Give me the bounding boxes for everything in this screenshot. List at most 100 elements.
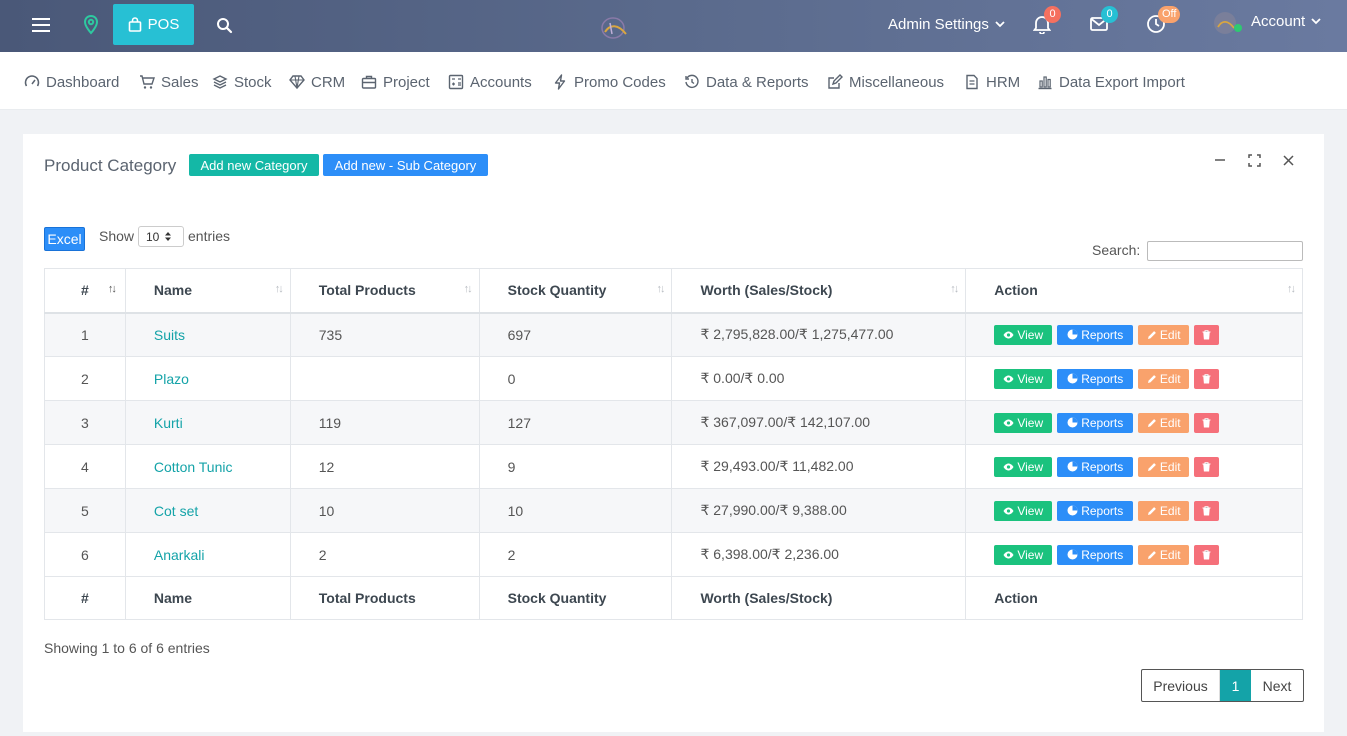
previous-page-button[interactable]: Previous — [1142, 670, 1220, 701]
trash-icon — [1202, 549, 1211, 559]
category-name-link[interactable]: Cotton Tunic — [153, 458, 233, 475]
reports-button[interactable]: Reports — [1057, 544, 1134, 565]
next-page-button[interactable]: Next — [1262, 677, 1292, 694]
nav-item-crm[interactable]: CRM — [289, 72, 345, 92]
sort-icon: ↑↓ — [950, 283, 959, 295]
view-button[interactable]: View — [994, 324, 1053, 345]
shopping-bag-icon — [128, 17, 141, 32]
category-table: # ↑↓ Name ↑↓ Total Products ↑↓ Stock Quanti… — [44, 268, 1303, 620]
search-input[interactable] — [1147, 241, 1303, 261]
edit-button[interactable]: Edit — [1138, 544, 1190, 565]
eye-icon — [1003, 331, 1014, 339]
view-button[interactable]: View — [994, 368, 1053, 389]
footer-num: # — [44, 576, 126, 620]
close-icon[interactable] — [1280, 152, 1296, 168]
edit-button[interactable]: Edit — [1138, 368, 1190, 389]
cell-stock-quantity: 2 — [478, 532, 673, 577]
sort-icon: ↑↓ — [463, 283, 473, 295]
cell-stock-quantity: 697 — [478, 312, 673, 357]
eye-icon — [1003, 507, 1014, 514]
nav-item-stock[interactable]: Stock — [212, 72, 272, 92]
reports-button[interactable]: Reports — [1057, 412, 1134, 433]
nav-item-sales[interactable]: Sales — [139, 72, 199, 92]
trash-icon — [1202, 505, 1211, 515]
view-button[interactable]: View — [994, 412, 1053, 433]
nav-item-data-export-import[interactable]: Data Export Import — [1037, 72, 1185, 92]
eye-icon — [1003, 551, 1014, 558]
column-header-total-products[interactable]: Total Products ↑↓ — [289, 268, 480, 314]
reports-button[interactable]: Reports — [1057, 456, 1134, 477]
sort-updown-icon — [165, 232, 172, 241]
reports-button[interactable]: Reports — [1057, 368, 1134, 389]
reports-button[interactable]: Reports — [1057, 500, 1134, 521]
reports-button[interactable]: Reports — [1057, 324, 1134, 345]
account-label: Account — [1251, 12, 1306, 30]
column-header-stock-quantity[interactable]: Stock Quantity ↑↓ — [478, 268, 673, 314]
page-1-button[interactable]: 1 — [1220, 670, 1251, 701]
pencil-icon — [1147, 550, 1156, 559]
admin-settings-menu[interactable]: Admin Settings — [888, 14, 1005, 34]
pie-chart-icon — [1067, 329, 1078, 340]
search-icon[interactable] — [212, 13, 236, 37]
edit-button[interactable]: Edit — [1138, 324, 1190, 345]
delete-button[interactable] — [1194, 412, 1220, 433]
pencil-icon — [1147, 462, 1156, 471]
pos-label: POS — [147, 16, 180, 33]
nav-item-data-reports[interactable]: Data & Reports — [684, 72, 809, 92]
footer-stock-quantity: Stock Quantity — [478, 576, 673, 620]
pos-button[interactable]: POS — [113, 4, 194, 45]
table-row: 1 Suits 735 697 ₹ 2,795,828.00/₹ 1,275,477.0… — [44, 312, 1303, 357]
nav-item-promo-codes[interactable]: Promo Codes — [552, 72, 666, 92]
map-pin-icon[interactable] — [80, 12, 102, 38]
calculator-icon — [448, 74, 464, 90]
view-button[interactable]: View — [994, 544, 1053, 565]
sort-icon: ↑↓ — [274, 283, 284, 295]
add-category-button[interactable]: Add new Category — [189, 154, 319, 176]
view-button[interactable]: View — [994, 456, 1053, 477]
trash-icon — [1202, 417, 1211, 427]
column-header-worth[interactable]: Worth (Sales/Stock) ↑↓ — [671, 268, 967, 314]
nav-item-miscellaneous[interactable]: Miscellaneous — [827, 72, 944, 92]
expand-icon[interactable] — [1246, 152, 1262, 168]
delete-button[interactable] — [1194, 456, 1220, 477]
add-subcategory-button[interactable]: Add new - Sub Category — [323, 154, 488, 176]
brand-logo[interactable] — [596, 12, 636, 44]
column-header-action[interactable]: Action ↑↓ — [965, 268, 1303, 314]
pie-chart-icon — [1067, 461, 1078, 472]
table-row: 5 Cot set 10 10 ₹ 27,990.00/₹ 9,388.00 View Re… — [44, 488, 1303, 533]
delete-button[interactable] — [1194, 368, 1220, 389]
main-nav: Dashboard Sales Stock CRM Project Accoun… — [0, 52, 1347, 110]
category-name-link[interactable]: Plazo — [153, 370, 189, 387]
edit-button[interactable]: Edit — [1138, 500, 1190, 521]
menu-icon[interactable] — [28, 12, 54, 38]
entries-label: entries — [188, 228, 231, 244]
cell-worth: ₹ 0.00/₹ 0.00 — [671, 356, 967, 401]
nav-label: Miscellaneous — [849, 73, 945, 91]
view-button[interactable]: View — [994, 500, 1053, 521]
excel-export-button[interactable]: Excel — [44, 227, 85, 251]
edit-label: Edit — [1159, 371, 1181, 386]
nav-item-accounts[interactable]: Accounts — [448, 72, 532, 92]
nav-item-dashboard[interactable]: Dashboard — [24, 72, 119, 92]
nav-item-project[interactable]: Project — [361, 72, 430, 92]
edit-button[interactable]: Edit — [1138, 456, 1190, 477]
minimize-icon[interactable] — [1212, 152, 1228, 168]
delete-button[interactable] — [1194, 544, 1220, 565]
category-name-link[interactable]: Cot set — [153, 502, 199, 519]
column-header-num[interactable]: # ↑↓ — [44, 268, 126, 314]
account-menu[interactable]: Account — [1251, 11, 1321, 31]
delete-button[interactable] — [1194, 324, 1220, 345]
category-name-link[interactable]: Kurti — [153, 414, 183, 431]
category-name-link[interactable]: Suits — [153, 326, 186, 343]
eye-icon — [1003, 375, 1014, 382]
edit-button[interactable]: Edit — [1138, 412, 1190, 433]
avatar[interactable] — [1212, 10, 1240, 36]
category-name-link[interactable]: Anarkali — [153, 546, 205, 563]
column-header-name[interactable]: Name ↑↓ — [124, 268, 291, 314]
cell-name: Cot set — [124, 488, 291, 533]
nav-item-hrm[interactable]: HRM — [964, 72, 1020, 92]
clock-icon[interactable] — [1144, 12, 1168, 36]
delete-button[interactable] — [1194, 500, 1220, 521]
page-size-select[interactable]: 10 — [138, 226, 184, 247]
page-title: Product Category — [44, 156, 177, 175]
